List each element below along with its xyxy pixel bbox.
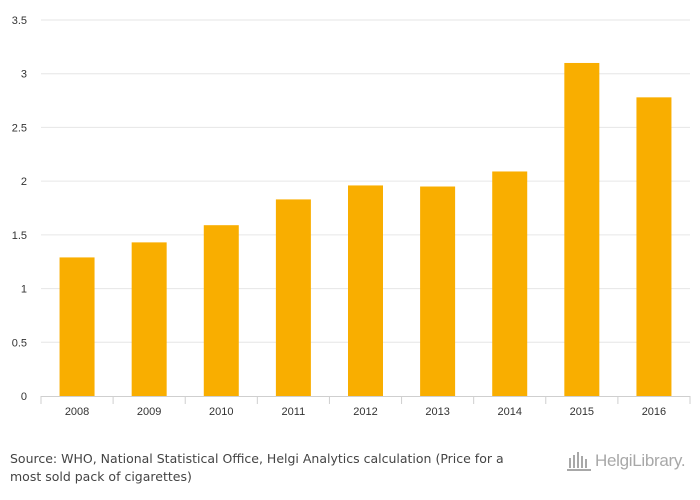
bars	[59, 62, 672, 396]
x-tick-label: 2009	[137, 406, 161, 418]
y-axis-ticks: 0 0.5 1 1.5 2 2.5 3 3.5	[12, 15, 27, 403]
bar-2012[interactable]	[348, 185, 383, 396]
x-tick-label: 2012	[353, 406, 377, 418]
x-tick-label: 2015	[570, 406, 594, 418]
y-tick-label: 3.5	[12, 15, 27, 27]
library-building-icon	[567, 452, 591, 471]
bar-2016[interactable]	[636, 97, 672, 396]
bar-2013[interactable]	[420, 186, 456, 396]
logo-text: HelgiLibrary.	[595, 451, 686, 470]
x-tick-label: 2013	[425, 406, 449, 418]
y-tick-label: 2.5	[12, 122, 27, 134]
y-tick-label: 2	[21, 176, 27, 188]
source-text: WHO, National Statistical Office, Helgi …	[10, 451, 504, 484]
y-tick-label: 1.5	[12, 230, 27, 242]
x-tick-label: 2014	[497, 406, 521, 418]
bar-2009[interactable]	[131, 242, 167, 396]
y-tick-label: 0	[21, 391, 27, 403]
y-tick-label: 0.5	[12, 337, 27, 349]
x-tick-label: 2011	[282, 406, 306, 418]
bar-2014[interactable]	[492, 171, 528, 396]
x-tick-label: 2008	[65, 406, 89, 418]
source-label: Source:	[10, 451, 58, 466]
x-tick-label: 2016	[642, 406, 666, 418]
helgi-library-logo[interactable]: HelgiLibrary.	[566, 448, 694, 474]
y-tick-label: 3	[21, 69, 27, 81]
bar-2008[interactable]	[59, 257, 95, 396]
x-tick-label: 2010	[209, 406, 233, 418]
bar-2010[interactable]	[203, 225, 239, 396]
bar-2011[interactable]	[275, 199, 311, 396]
y-tick-label: 1	[21, 284, 27, 296]
bar-2015[interactable]	[564, 62, 600, 396]
chart: 0 0.5 1 1.5 2 2.5 3 3.5 2008 2009 2010 2011 2012 201…	[12, 15, 691, 418]
source-note: Source: WHO, National Statistical Office…	[10, 450, 530, 486]
x-axis-ticks: 2008 2009 2010 2011 2012 2013 2014 2015 2016	[40, 396, 691, 418]
